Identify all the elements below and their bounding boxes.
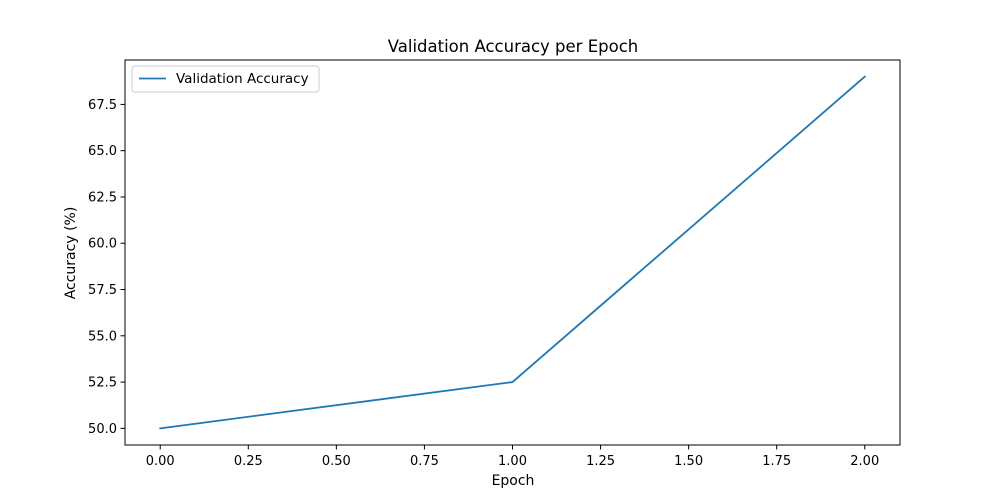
- legend-box: [131, 65, 320, 93]
- y-tick-label: 62.5: [88, 190, 117, 205]
- y-tick-label: 65.0: [88, 144, 117, 159]
- y-tick-label: 57.5: [88, 283, 117, 298]
- legend-label: Validation Accuracy: [176, 71, 309, 87]
- x-tick-label: 1.75: [762, 454, 791, 469]
- y-axis-ticks: 50.0 52.5 55.0 57.5 60.0 62.5 65.0 67.5: [88, 98, 125, 437]
- x-tick-label: 0.75: [410, 454, 439, 469]
- x-tick-label: 0.00: [146, 454, 175, 469]
- x-tick-label: 1.00: [498, 454, 527, 469]
- series-line-validation-accuracy: [159, 75, 867, 430]
- y-tick-label: 52.5: [88, 376, 117, 391]
- x-tick-label: 0.50: [322, 454, 351, 469]
- chart-title: Validation Accuracy per Epoch: [388, 37, 638, 56]
- y-axis-title: Accuracy (%): [63, 207, 79, 300]
- y-tick-label: 60.0: [88, 237, 117, 252]
- x-axis-ticks: 0.00 0.25 0.50 0.75 1.00 1.25 1.50 1.75 2.00: [146, 445, 879, 469]
- x-tick-label: 2.00: [850, 454, 879, 469]
- y-tick-label: 50.0: [88, 422, 117, 437]
- x-tick-label: 1.25: [586, 454, 615, 469]
- plot-frame: [124, 59, 901, 446]
- x-tick-label: 0.25: [234, 454, 263, 469]
- x-tick-label: 1.50: [674, 454, 703, 469]
- plot-area: 0.00 0.25 0.50 0.75 1.00 1.25 1.50 1.75 2.00 50.…: [88, 59, 901, 469]
- legend: Validation Accuracy: [131, 65, 320, 93]
- series-layer: [159, 75, 867, 430]
- y-tick-label: 67.5: [88, 98, 117, 113]
- x-axis-title: Epoch: [492, 473, 535, 489]
- y-tick-label: 55.0: [88, 329, 117, 344]
